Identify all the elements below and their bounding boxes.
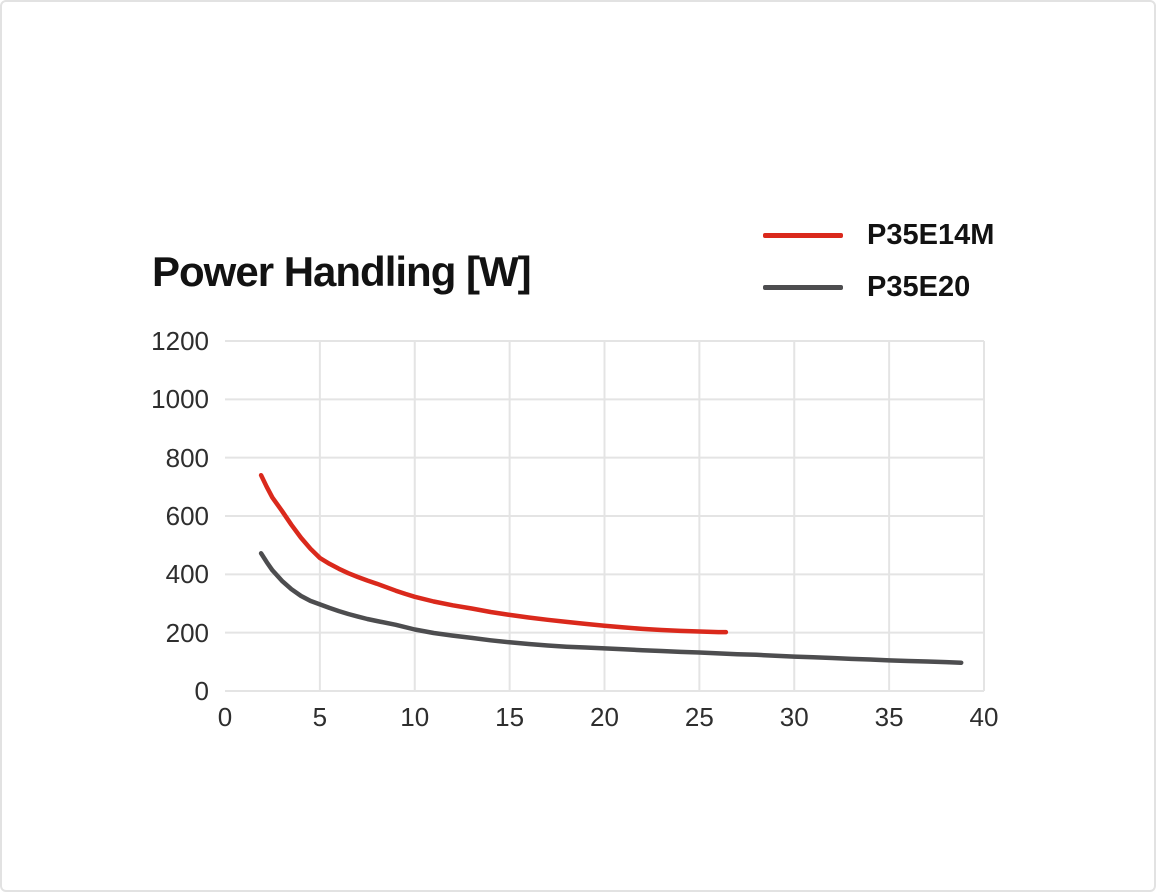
series-line-p35e14m bbox=[258, 472, 729, 635]
x-tick-label: 5 bbox=[312, 702, 328, 732]
x-tick-label: 15 bbox=[495, 702, 525, 732]
gridlines bbox=[225, 340, 985, 692]
y-tick-label: 800 bbox=[165, 442, 209, 473]
x-tick-label: 20 bbox=[590, 702, 619, 732]
x-tick-label: 0 bbox=[217, 702, 233, 732]
legend-item-p35e14m: P35E14M bbox=[763, 216, 994, 254]
chart-title: Power Handling [W] bbox=[152, 248, 532, 295]
x-tick-label: 10 bbox=[400, 702, 430, 732]
y-tick-label: 600 bbox=[165, 501, 209, 531]
legend-line-swatch-red bbox=[763, 232, 843, 238]
x-tick-label: 25 bbox=[684, 702, 714, 732]
y-tick-label: 400 bbox=[165, 559, 209, 590]
legend-label: P35E14M bbox=[867, 218, 995, 251]
y-tick-label: 0 bbox=[194, 676, 209, 706]
legend: P35E14M P35E20 bbox=[763, 216, 994, 306]
y-tick-label: 1200 bbox=[151, 326, 209, 356]
y-tick-label: 1000 bbox=[151, 384, 209, 415]
x-tick-label: 35 bbox=[874, 702, 904, 732]
x-tick-label: 30 bbox=[779, 702, 809, 732]
y-tick-label: 200 bbox=[165, 617, 209, 648]
series-lines bbox=[258, 472, 964, 665]
x-tick-label: 40 bbox=[969, 702, 999, 732]
legend-item-p35e20: P35E20 bbox=[763, 268, 994, 306]
legend-line-swatch-gray bbox=[763, 284, 843, 290]
series-line-p35e20 bbox=[258, 551, 964, 665]
legend-label: P35E20 bbox=[867, 270, 971, 303]
